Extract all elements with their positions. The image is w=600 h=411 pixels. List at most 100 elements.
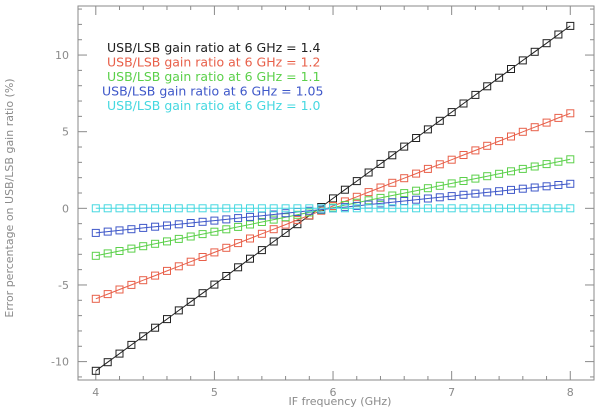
data-point-marker bbox=[305, 204, 314, 213]
data-point-marker bbox=[198, 204, 207, 213]
data-point-marker bbox=[103, 249, 112, 258]
data-point-marker bbox=[210, 227, 219, 236]
y-tick-label: 0 bbox=[62, 202, 69, 215]
data-point-marker bbox=[518, 164, 527, 173]
data-point-marker bbox=[364, 204, 373, 213]
data-point-marker bbox=[471, 189, 480, 198]
data-point-marker bbox=[542, 182, 551, 191]
data-point-marker bbox=[340, 185, 349, 194]
data-point-marker bbox=[566, 21, 575, 30]
data-point-marker bbox=[554, 113, 563, 122]
data-point-marker bbox=[352, 192, 361, 201]
data-point-marker bbox=[269, 237, 278, 246]
data-point-marker bbox=[507, 132, 515, 141]
data-point-marker bbox=[435, 193, 444, 202]
data-point-marker bbox=[163, 266, 171, 275]
data-point-marker bbox=[554, 204, 563, 213]
data-point-marker bbox=[127, 244, 136, 253]
x-tick-label: 5 bbox=[211, 386, 218, 399]
data-point-marker bbox=[210, 248, 219, 257]
data-point-marker bbox=[186, 204, 195, 213]
series-5 bbox=[91, 204, 575, 213]
data-point-marker bbox=[151, 204, 160, 213]
data-point-marker bbox=[435, 204, 444, 213]
data-point-marker bbox=[483, 188, 492, 197]
data-point-marker bbox=[151, 239, 160, 248]
data-point-marker bbox=[400, 174, 409, 183]
data-point-marker bbox=[483, 141, 492, 150]
data-point-marker bbox=[329, 194, 337, 203]
data-point-marker bbox=[127, 280, 136, 289]
data-point-marker bbox=[507, 65, 515, 73]
data-point-marker bbox=[400, 189, 409, 198]
data-point-marker bbox=[163, 221, 171, 230]
y-tick-label: 5 bbox=[62, 126, 69, 139]
data-point-marker bbox=[495, 204, 504, 213]
data-point-marker bbox=[507, 185, 515, 194]
data-point-marker bbox=[174, 306, 183, 315]
data-point-marker bbox=[388, 178, 397, 187]
data-point-marker bbox=[269, 225, 278, 234]
data-point-marker bbox=[174, 220, 183, 229]
data-point-marker bbox=[222, 215, 231, 224]
series-2 bbox=[91, 109, 575, 303]
data-point-marker bbox=[459, 151, 468, 159]
data-point-marker bbox=[91, 204, 100, 213]
data-point-marker bbox=[423, 204, 432, 213]
data-point-marker bbox=[376, 193, 385, 202]
data-point-marker bbox=[246, 204, 254, 213]
data-point-marker bbox=[447, 192, 456, 201]
data-point-marker bbox=[340, 204, 349, 213]
data-point-marker bbox=[518, 56, 527, 65]
data-point-marker bbox=[222, 272, 231, 280]
data-point-marker bbox=[139, 332, 148, 341]
data-point-marker bbox=[388, 198, 397, 207]
data-point-marker bbox=[91, 228, 100, 237]
data-point-marker bbox=[257, 218, 266, 226]
data-point-marker bbox=[566, 109, 575, 118]
data-point-marker bbox=[91, 366, 100, 375]
data-point-marker bbox=[115, 349, 124, 358]
data-point-marker bbox=[115, 285, 124, 294]
data-point-marker bbox=[495, 137, 504, 146]
data-point-marker bbox=[554, 157, 563, 166]
data-point-marker bbox=[246, 220, 254, 229]
data-point-marker bbox=[459, 190, 468, 199]
y-tick-label: -10 bbox=[51, 356, 69, 369]
data-point-marker bbox=[518, 127, 527, 136]
data-point-marker bbox=[364, 196, 373, 205]
data-point-marker bbox=[246, 212, 254, 221]
data-point-marker bbox=[269, 210, 278, 219]
data-point-marker bbox=[103, 204, 112, 213]
data-point-marker bbox=[423, 164, 432, 173]
data-point-marker bbox=[281, 209, 290, 218]
x-axis-label: IF frequency (GHz) bbox=[289, 395, 392, 408]
data-point-marker bbox=[566, 179, 575, 188]
data-point-marker bbox=[554, 30, 563, 39]
data-point-marker bbox=[246, 254, 254, 263]
data-point-marker bbox=[352, 204, 361, 213]
data-point-marker bbox=[364, 188, 373, 197]
data-point-marker bbox=[471, 204, 480, 213]
legend-entry: USB/LSB gain ratio at 6 GHz = 1.05 bbox=[102, 84, 323, 99]
data-point-marker bbox=[210, 280, 219, 289]
data-point-marker bbox=[554, 181, 563, 189]
data-point-marker bbox=[91, 251, 100, 260]
data-point-marker bbox=[376, 159, 385, 168]
data-point-marker bbox=[423, 184, 432, 193]
data-point-marker bbox=[376, 199, 385, 208]
data-point-marker bbox=[400, 204, 409, 213]
data-point-marker bbox=[127, 340, 136, 349]
data-point-marker bbox=[542, 118, 551, 127]
data-point-marker bbox=[518, 204, 527, 213]
x-tick-label: 6 bbox=[330, 386, 337, 399]
data-point-marker bbox=[257, 204, 266, 213]
data-point-marker bbox=[115, 226, 124, 235]
data-point-marker bbox=[447, 179, 456, 188]
data-point-marker bbox=[293, 204, 302, 213]
data-point-marker bbox=[495, 187, 504, 196]
data-point-marker bbox=[139, 223, 148, 232]
series-3 bbox=[91, 155, 575, 260]
data-point-marker bbox=[317, 204, 326, 213]
